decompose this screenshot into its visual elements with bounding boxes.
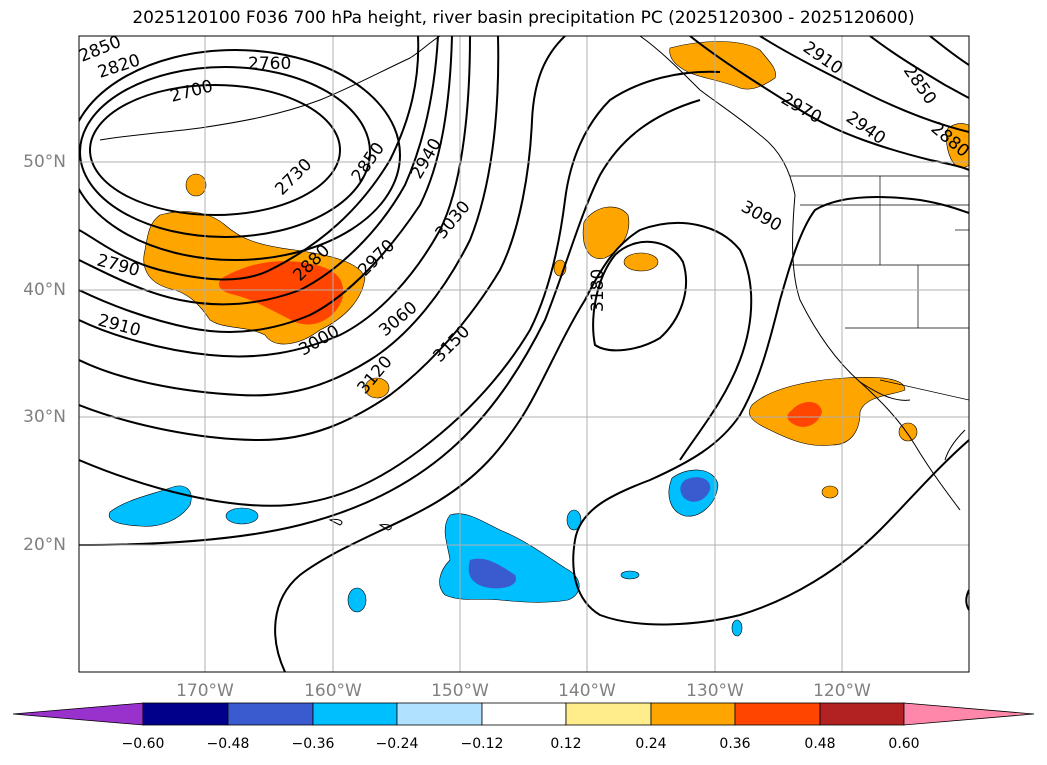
precip-neg-small-3 bbox=[566, 509, 582, 531]
contour-label: 3180 bbox=[588, 269, 608, 312]
colorbar-segment bbox=[142, 702, 229, 726]
colorbar-tick-label: 0.48 bbox=[804, 736, 836, 752]
lon-label: 120°W bbox=[813, 681, 871, 701]
colorbar-tick-label: 0.36 bbox=[719, 736, 751, 752]
colorbar-segment bbox=[12, 702, 144, 726]
colorbar-segment bbox=[312, 702, 398, 726]
colorbar-segment bbox=[903, 702, 1035, 726]
graticule bbox=[79, 36, 969, 672]
precip-neg-east-core bbox=[680, 477, 711, 502]
colorbar-segment bbox=[396, 702, 483, 726]
colorbar-segment bbox=[227, 702, 314, 726]
map-frame bbox=[78, 35, 970, 673]
colorbar-segment bbox=[565, 702, 652, 726]
precip-small-1 bbox=[185, 173, 207, 197]
colorbar-tick-label: −0.48 bbox=[206, 736, 250, 752]
lat-label: 40°N bbox=[23, 280, 66, 300]
precip-neg-small-1 bbox=[225, 507, 259, 525]
lat-label: 50°N bbox=[23, 152, 66, 172]
lon-label: 140°W bbox=[558, 681, 616, 701]
precip-neg-west bbox=[108, 485, 192, 527]
lon-label: 160°W bbox=[304, 681, 362, 701]
height-contours bbox=[79, 36, 969, 672]
precip-small-2 bbox=[623, 252, 659, 272]
colorbar-tick-label: −0.12 bbox=[460, 736, 504, 752]
map-title: 2025120100 F036 700 hPa height, river ba… bbox=[132, 8, 915, 28]
lon-label: 170°W bbox=[176, 681, 234, 701]
precip-small-6 bbox=[821, 485, 839, 499]
colorbar-tick-label: 0.24 bbox=[635, 736, 667, 752]
precip-neg-small-2 bbox=[347, 587, 367, 613]
lat-label: 20°N bbox=[23, 535, 66, 555]
colorbar-tick-label: −0.24 bbox=[375, 736, 419, 752]
colorbar-segment bbox=[819, 702, 905, 726]
precip-core-baja bbox=[787, 402, 822, 427]
precip-neg-core bbox=[468, 558, 516, 589]
colorbar-segment bbox=[734, 702, 821, 726]
colorbar-tick-label: −0.60 bbox=[121, 736, 165, 752]
colorbar-tick-label: 0.12 bbox=[550, 736, 582, 752]
state-borders bbox=[790, 175, 969, 401]
colorbar bbox=[12, 702, 1035, 726]
precip-neg-small-5 bbox=[620, 570, 640, 580]
lat-label: 30°N bbox=[23, 407, 66, 427]
precip-blob-bc bbox=[946, 123, 969, 168]
lon-label: 150°W bbox=[431, 681, 489, 701]
colorbar-segment bbox=[650, 702, 736, 726]
contour-label: 2760 bbox=[248, 54, 291, 74]
colorbar-tick-label: 0.60 bbox=[888, 736, 920, 752]
precip-neg-small-4 bbox=[731, 619, 743, 637]
lon-label: 130°W bbox=[686, 681, 744, 701]
precip-small-4 bbox=[364, 377, 390, 399]
colorbar-tick-label: −0.36 bbox=[291, 736, 335, 752]
colorbar-segment bbox=[481, 702, 567, 726]
